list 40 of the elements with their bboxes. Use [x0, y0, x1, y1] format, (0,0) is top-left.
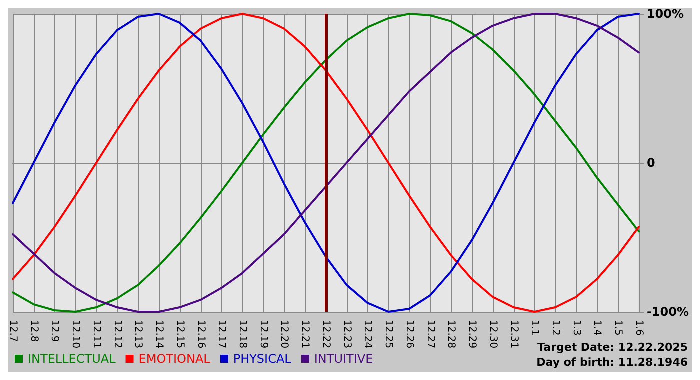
x-tick-label: 1.2 [550, 320, 561, 336]
legend-label: INTUITIVE [314, 352, 374, 366]
x-tick-label: 12.26 [404, 320, 415, 349]
x-tick-label: 12.9 [49, 320, 60, 342]
x-tick-label: 12.23 [341, 320, 352, 349]
x-tick-label: 12.14 [154, 320, 165, 349]
x-tick-label: 12.10 [70, 320, 82, 349]
x-tick-label: 12.25 [383, 320, 394, 349]
text: Target Date: 12.22.2025 [538, 341, 688, 354]
legend-label: EMOTIONAL [138, 352, 211, 366]
x-tick-label: 12.29 [466, 320, 478, 349]
x-tick-label: 12.19 [258, 320, 269, 349]
x-tick-label: 12.13 [132, 320, 144, 349]
x-tick-label: 12.27 [424, 320, 436, 349]
x-tick-label: 1.4 [592, 320, 603, 336]
x-tick-label: 12.31 [508, 320, 520, 349]
x-tick-label: 12.8 [28, 320, 40, 342]
text: Day of birth: 11.28.1946 [536, 356, 688, 369]
y-tick-label: 0 [646, 156, 656, 170]
x-tick-label: 12.16 [195, 320, 206, 349]
x-tick-label: 12.21 [300, 320, 311, 349]
y-tick-label: 100% [646, 7, 684, 21]
x-tick-label: 12.12 [112, 320, 123, 349]
x-tick-label: 1.1 [529, 320, 540, 336]
x-tick-label: 12.28 [446, 320, 457, 349]
x-tick-label: 12.22 [320, 320, 332, 349]
y-tick-label: -100% [646, 305, 690, 319]
x-tick-label: 12.30 [487, 320, 498, 349]
x-tick-label: 12.7 [8, 320, 18, 342]
x-tick-label: 12.18 [237, 320, 248, 349]
x-tick-label: 1.5 [612, 320, 624, 336]
legend-label: PHYSICAL [233, 352, 292, 366]
x-tick-label: 12.20 [278, 320, 290, 349]
x-tick-label: 12.24 [362, 320, 374, 349]
x-tick-label: 1.3 [570, 320, 582, 336]
x-tick-label: 1.6 [633, 320, 644, 336]
legend-label: INTELLECTUAL [28, 352, 116, 366]
x-tick-label: 12.17 [216, 320, 228, 349]
x-tick-label: 12.15 [174, 320, 186, 349]
x-tick-label: 12.11 [90, 320, 102, 349]
